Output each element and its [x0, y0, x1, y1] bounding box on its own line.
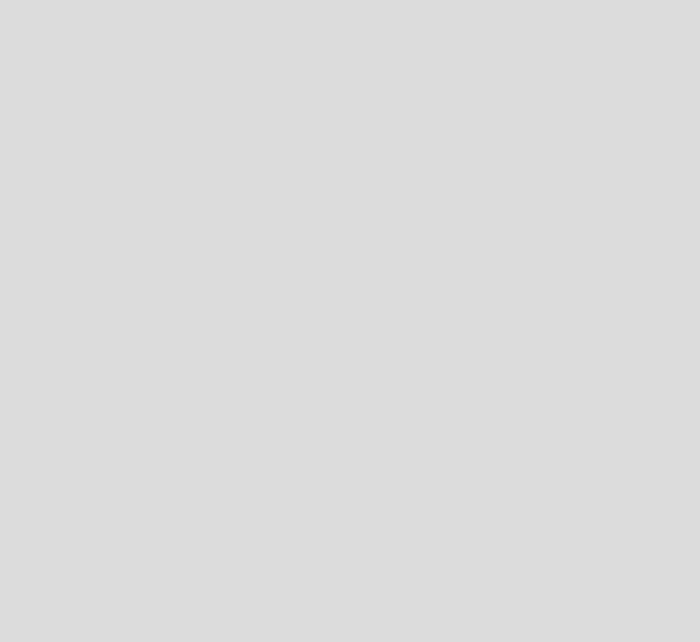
Text: Ketone: Ketone	[67, 551, 130, 569]
FancyBboxPatch shape	[43, 498, 65, 521]
Text: O: O	[244, 324, 261, 344]
FancyBboxPatch shape	[43, 550, 65, 573]
Text: O: O	[244, 73, 261, 93]
Text: Page 3: Page 3	[621, 616, 668, 630]
Text: Acid anhydride: Acid anhydride	[67, 340, 202, 358]
Text: Select the functional group(s) you find from the molecule shown below.: Select the functional group(s) you find …	[38, 16, 662, 34]
Text: Aldehyde: Aldehyde	[67, 498, 152, 516]
Text: Ester: Ester	[67, 393, 113, 411]
FancyBboxPatch shape	[43, 445, 65, 468]
Text: Br: Br	[318, 223, 342, 243]
FancyBboxPatch shape	[43, 287, 65, 310]
Text: Acid halide: Acid halide	[67, 288, 167, 306]
Text: Br: Br	[318, 166, 342, 186]
FancyBboxPatch shape	[43, 392, 65, 415]
FancyBboxPatch shape	[43, 340, 65, 363]
Text: Amide: Amide	[67, 446, 125, 464]
